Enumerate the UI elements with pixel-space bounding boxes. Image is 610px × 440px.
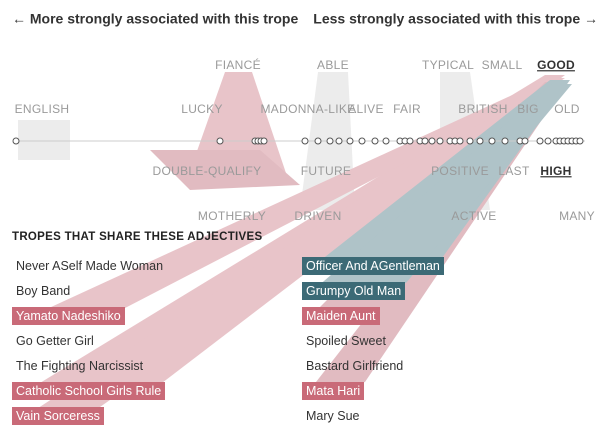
trope[interactable]: The Fighting Narcissist: [16, 359, 144, 373]
section-title: TROPES THAT SHARE THESE ADJECTIVES: [12, 231, 262, 243]
adjective-dot[interactable]: [314, 137, 322, 145]
adjective[interactable]: LAST: [498, 164, 530, 178]
ribbons: [12, 72, 572, 425]
adjective-dot[interactable]: [456, 137, 464, 145]
adjective[interactable]: MANY: [559, 209, 595, 223]
trope[interactable]: Boy Band: [16, 284, 71, 298]
adjective-dot[interactable]: [536, 137, 544, 145]
adjective-dot[interactable]: [358, 137, 366, 145]
adjective-dot[interactable]: [421, 137, 429, 145]
trope[interactable]: Never ASelf Made Woman: [16, 259, 164, 273]
trope[interactable]: Spoiled Sweet: [306, 334, 386, 348]
adjective-dot[interactable]: [371, 137, 379, 145]
adjective-dot[interactable]: [382, 137, 390, 145]
adjective-dot[interactable]: [301, 137, 309, 145]
adjective[interactable]: ALIVE: [348, 102, 384, 116]
ribbon: [150, 150, 300, 190]
adjective-dot[interactable]: [436, 137, 444, 145]
adjective[interactable]: SMALL: [482, 58, 523, 72]
adjective-dot[interactable]: [346, 137, 354, 145]
adjective-dot[interactable]: [335, 137, 343, 145]
adjective[interactable]: ACTIVE: [451, 209, 496, 223]
adjective-dots: [12, 137, 584, 145]
adjective-dot[interactable]: [476, 137, 484, 145]
adjective-dot[interactable]: [466, 137, 474, 145]
trope[interactable]: Mata Hari: [302, 382, 365, 400]
trope[interactable]: Vain Sorceress: [12, 407, 104, 425]
trope[interactable]: Mary Sue: [306, 409, 360, 423]
adjective[interactable]: MADONNA-LIKE: [261, 102, 356, 116]
ribbon: [12, 78, 565, 425]
adjective[interactable]: ABLE: [317, 58, 349, 72]
header-left: ← More strongly associated with this tro…: [12, 11, 298, 27]
trope[interactable]: Officer And AGentleman: [302, 257, 444, 275]
adjective-dot[interactable]: [260, 137, 268, 145]
header-right: Less strongly associated with this trope…: [313, 11, 598, 27]
adjective[interactable]: FUTURE: [301, 164, 351, 178]
trope[interactable]: Bastard Girlfriend: [306, 359, 404, 373]
trope[interactable]: Go Getter Girl: [16, 334, 94, 348]
adjective[interactable]: FAIR: [393, 102, 421, 116]
adjective-dot[interactable]: [406, 137, 414, 145]
trope[interactable]: Catholic School Girls Rule: [12, 382, 166, 400]
adjective[interactable]: BIG: [517, 102, 539, 116]
adjective[interactable]: FIANCÉ: [215, 57, 261, 72]
trope[interactable]: Grumpy Old Man: [302, 282, 406, 300]
adjective-dot[interactable]: [326, 137, 334, 145]
adjective[interactable]: TYPICAL: [422, 58, 474, 72]
adjective-dot[interactable]: [428, 137, 436, 145]
adjective-dot[interactable]: [521, 137, 529, 145]
ribbon: [18, 120, 70, 160]
adjective[interactable]: MOTHERLY: [198, 209, 266, 223]
adjective[interactable]: BRITISH: [458, 102, 507, 116]
trope[interactable]: Yamato Nadeshiko: [12, 307, 125, 325]
adjective[interactable]: OLD: [554, 102, 580, 116]
adjective-dot[interactable]: [12, 137, 20, 145]
adjective-dot[interactable]: [576, 137, 584, 145]
adjective-dot[interactable]: [544, 137, 552, 145]
adjective[interactable]: DOUBLE-QUALIFY: [153, 164, 262, 178]
adjective-dot[interactable]: [488, 137, 496, 145]
adjective[interactable]: GOOD: [537, 58, 575, 72]
trope[interactable]: Maiden Aunt: [302, 307, 380, 325]
adjective[interactable]: LUCKY: [181, 102, 223, 116]
adjective-dot[interactable]: [216, 137, 224, 145]
adjective-dot[interactable]: [501, 137, 509, 145]
adjective[interactable]: DRIVEN: [294, 209, 341, 223]
adjective[interactable]: POSITIVE: [431, 164, 489, 178]
adjective[interactable]: ENGLISH: [15, 102, 70, 116]
adjective[interactable]: HIGH: [540, 164, 571, 178]
